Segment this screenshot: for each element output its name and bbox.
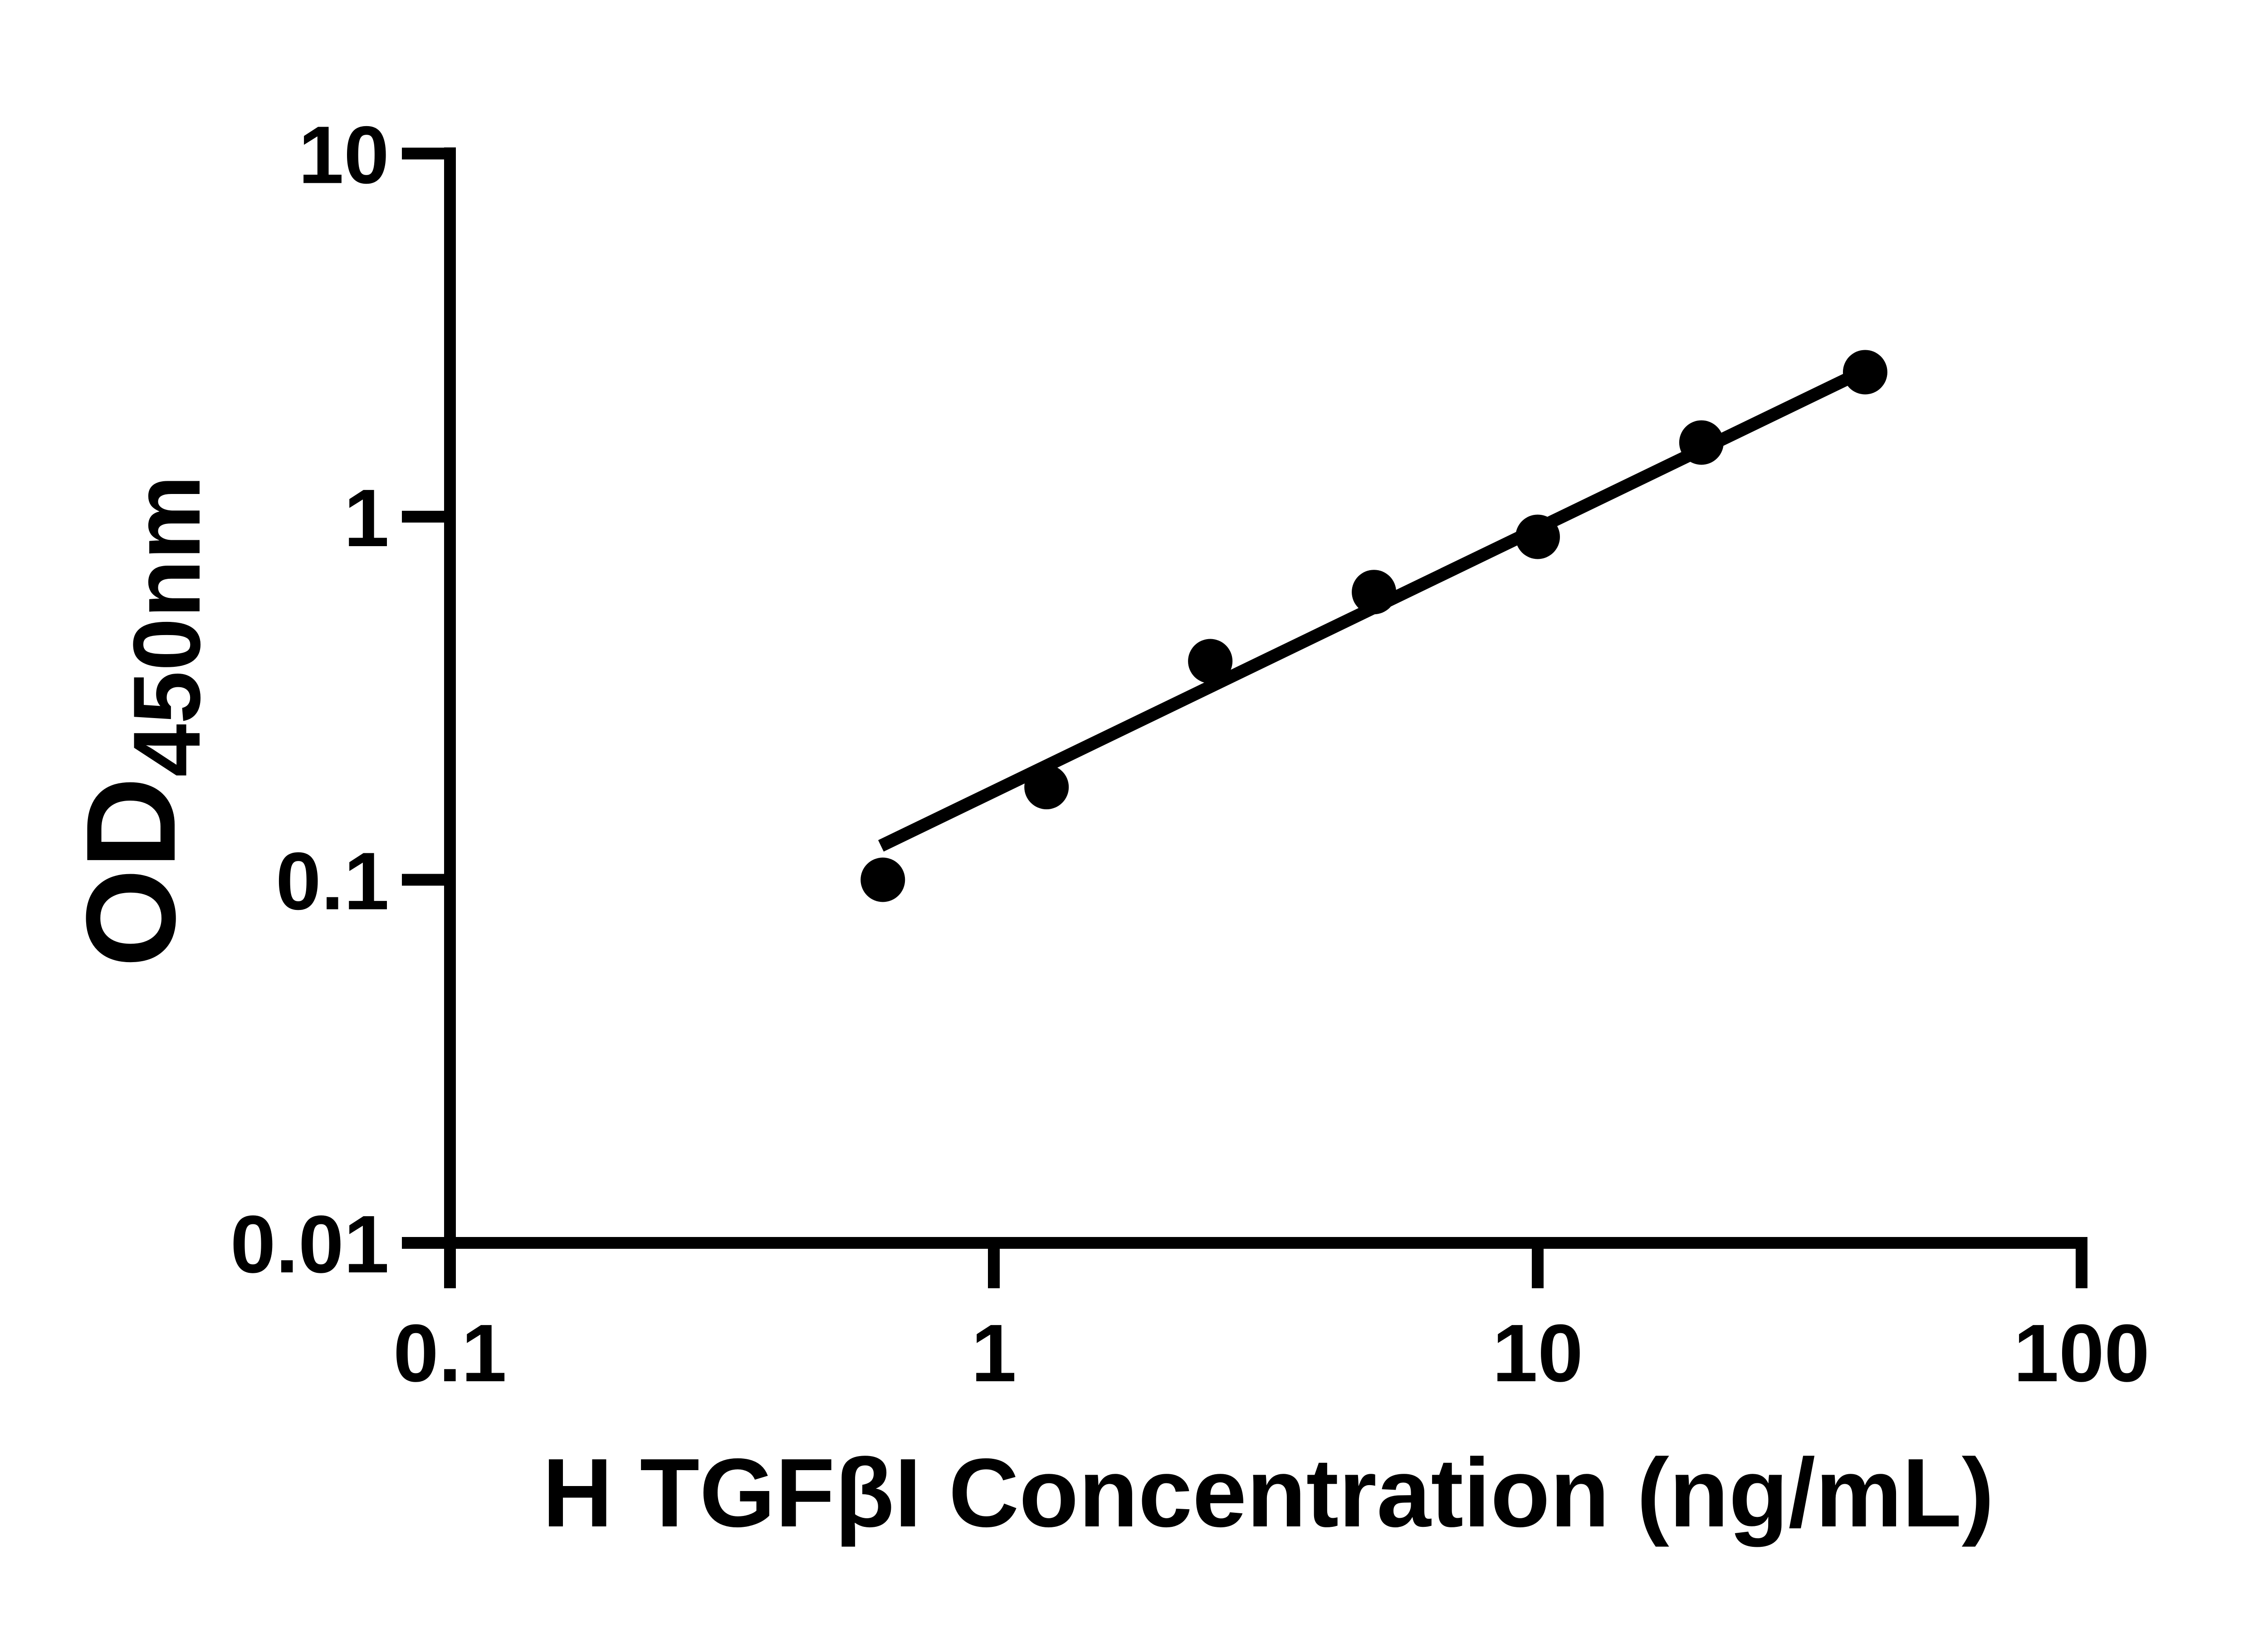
trend-line bbox=[878, 364, 1868, 852]
y-axis-title: OD450nm bbox=[60, 475, 220, 967]
y-axis-title-sub: 450nm bbox=[113, 475, 220, 777]
data-point bbox=[860, 857, 905, 902]
y-tick-label: 0.01 bbox=[230, 1199, 389, 1290]
x-tick-label: 0.1 bbox=[393, 1308, 507, 1399]
y-tick-label: 0.1 bbox=[276, 836, 389, 927]
y-axis-title-main: OD bbox=[60, 777, 202, 968]
x-axis-title: H TGFβI Concentration (ng/mL) bbox=[543, 1438, 1994, 1547]
data-point bbox=[1188, 639, 1233, 684]
y-tick-label: 1 bbox=[344, 473, 389, 564]
x-tick-label: 100 bbox=[2014, 1308, 2150, 1399]
y-tick-label: 10 bbox=[298, 110, 389, 201]
x-tick-label: 1 bbox=[971, 1308, 1017, 1399]
x-tick-label: 10 bbox=[1492, 1308, 1583, 1399]
